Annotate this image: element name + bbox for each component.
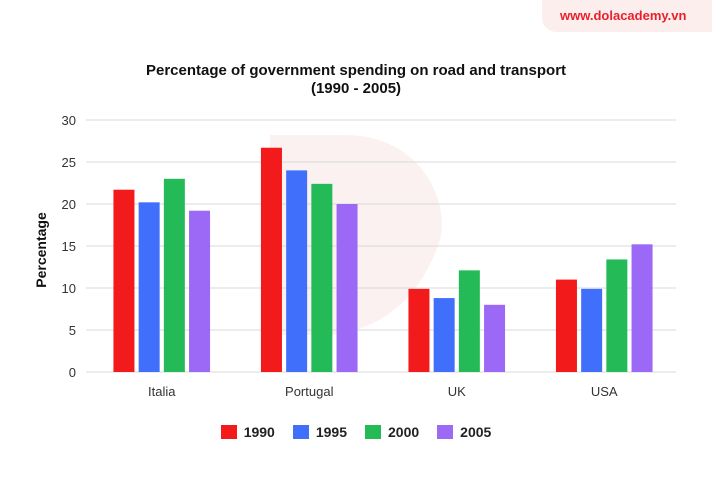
bar-portugal-2005 [336,204,358,372]
x-tick-label: Italia [148,384,176,399]
legend-label: 2000 [388,424,420,440]
legend-swatch [365,425,381,439]
bar-portugal-1995 [286,170,308,372]
legend-item: 1995 [292,424,347,440]
bar-italia-2005 [189,210,211,372]
bar-italia-1990 [113,189,135,372]
legend-label: 1990 [243,424,275,440]
y-tick-label: 5 [69,323,76,338]
legend: 1990 1995 2000 2005 [0,424,712,440]
legend-item: 2000 [365,424,419,440]
legend-item: 1990 [220,424,275,440]
y-tick-label: 10 [62,281,76,296]
x-tick-label: USA [591,384,618,399]
bar-uk-1995 [433,298,455,372]
legend-label: 2005 [460,424,492,440]
y-tick-label: 0 [69,365,76,380]
bar-portugal-2000 [311,183,333,372]
x-tick-label: Portugal [285,384,334,399]
bar-uk-2000 [458,270,480,372]
bar-uk-1990 [408,288,430,372]
y-axis-label: Percentage [33,212,49,288]
legend-swatch [220,425,237,439]
y-tick-label: 20 [62,197,76,212]
bar-uk-2005 [484,304,506,372]
brand-text: www.dolacademy.vn [560,8,687,23]
legend-swatch [292,425,309,439]
y-tick-label: 30 [62,113,76,128]
y-tick-label: 15 [62,239,76,254]
x-tick-label: UK [448,384,466,399]
bar-usa-1990 [555,279,577,372]
bar-usa-2005 [631,244,653,372]
y-tick-label: 25 [62,155,76,170]
legend-label: 1995 [315,424,347,440]
chart-title: Percentage of government spending on roa… [145,62,567,79]
bar-italia-1995 [138,202,160,372]
bar-usa-1995 [581,288,603,372]
chart-subtitle: (1990 - 2005) [310,80,402,97]
legend-item: 2005 [437,424,491,440]
bar-usa-2000 [606,259,628,372]
legend-swatch [437,425,454,439]
bar-italia-2000 [163,178,185,372]
brand-badge: www.dolacademy.vn [542,0,712,32]
chart-title-block: Percentage of government spending on roa… [0,62,712,98]
bar-portugal-1990 [260,147,282,372]
